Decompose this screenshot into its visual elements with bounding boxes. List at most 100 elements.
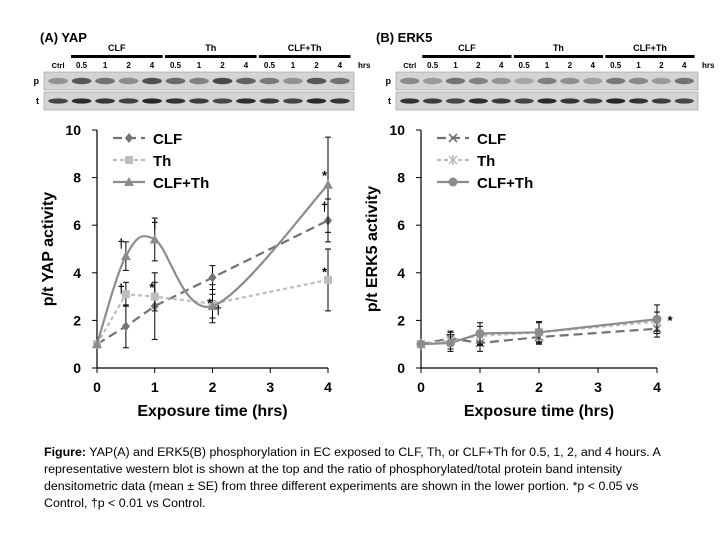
- series-line: [95, 183, 329, 345]
- y-tick-label: 4: [397, 265, 405, 281]
- data-point: [475, 328, 485, 338]
- blot-band: [400, 77, 420, 85]
- data-point: [149, 234, 160, 244]
- legend-label: CLF: [153, 131, 182, 148]
- blot-group-bar: [71, 55, 163, 58]
- y-tick-label: 6: [73, 217, 81, 233]
- data-point: [446, 338, 455, 348]
- blot-group-bar: [605, 55, 695, 58]
- blot-group-label: CLF: [458, 43, 476, 53]
- blot-band: [283, 77, 303, 85]
- blot-row-label: p: [34, 76, 40, 86]
- y-tick-label: 6: [397, 217, 405, 233]
- blot-time-label: 0.5: [610, 61, 622, 70]
- blot-group-label: Th: [205, 43, 216, 53]
- blot-band: [142, 98, 162, 104]
- significance-mark: *: [149, 280, 155, 295]
- blot-band: [118, 98, 139, 104]
- x-tick-label: 0: [417, 379, 425, 395]
- blot-band: [48, 98, 68, 104]
- blot-band: [283, 98, 303, 104]
- blot-time-label: 4: [150, 61, 155, 70]
- blot-group-bar: [513, 55, 604, 58]
- data-point: [125, 156, 133, 164]
- legend: CLF Th CLF+Th: [113, 131, 209, 192]
- blot-time-label: 0.5: [170, 61, 182, 70]
- y-tick-label: 8: [73, 170, 81, 186]
- blot-time-label: 0.5: [427, 61, 439, 70]
- y-tick-label: 0: [397, 360, 405, 376]
- significance-mark: †: [215, 302, 222, 317]
- x-axis-label: Exposure time (hrs): [137, 403, 287, 420]
- blot-band: [48, 77, 68, 85]
- chart-B: 0 2 4 6 8 10 0 1 2 3 4 Exposure time (hrs) p/t ERK5 …: [364, 122, 673, 420]
- blot-time-label: 2: [476, 61, 481, 70]
- x-tick-label: 3: [594, 379, 602, 395]
- blot-band: [468, 98, 488, 104]
- data-point: [92, 339, 102, 349]
- data-point: [120, 251, 131, 261]
- blot-band: [236, 77, 256, 85]
- x-axis-label: Exposure time (hrs): [464, 403, 614, 420]
- data-point: [208, 272, 217, 283]
- y-tick-label: 2: [397, 312, 405, 328]
- x-tick-label: 1: [151, 379, 159, 395]
- caption-lead: Figure:: [44, 445, 86, 459]
- y-tick-label: 4: [73, 265, 81, 281]
- blot-band: [71, 98, 92, 104]
- blot-band: [468, 77, 488, 85]
- blot-band: [400, 98, 420, 104]
- data-point: [323, 179, 333, 189]
- data-point: [534, 327, 544, 337]
- data-point: [207, 301, 218, 311]
- blot-time-label: 2: [568, 61, 573, 70]
- significance-mark: †: [118, 281, 125, 296]
- significance-mark: †: [118, 236, 125, 251]
- data-point: [150, 292, 159, 301]
- blot-band: [583, 98, 603, 104]
- legend-label: CLF+Th: [153, 175, 209, 192]
- blot-band: [189, 98, 209, 104]
- blot-band: [514, 77, 534, 85]
- x-tick-label: 4: [653, 379, 661, 395]
- blot-unit-label: hrs: [702, 61, 715, 70]
- blot-band: [165, 77, 186, 85]
- significance-mark: *: [667, 313, 673, 328]
- blot-group-bar: [422, 55, 512, 58]
- data-point: [448, 155, 458, 165]
- blot-group-label: CLF+Th: [288, 43, 322, 53]
- blot-band: [674, 77, 694, 85]
- blot-band: [306, 98, 327, 104]
- blot-band: [95, 77, 115, 85]
- blot-band: [514, 98, 534, 104]
- chart-A: 0 2 4 6 8 10 0 1 2 3 4 Exposure time (hrs) p/t YAP a…: [40, 122, 333, 420]
- data-point: [125, 133, 133, 143]
- blot-time-label: 1: [636, 61, 641, 70]
- series-CLF+Th: [92, 136, 333, 349]
- x-tick-label: 4: [324, 379, 332, 395]
- blot-band: [651, 77, 672, 85]
- panel-title-A: (A) YAP: [40, 30, 87, 45]
- blot-membrane: [395, 71, 699, 91]
- y-axis-label: p/t ERK5 activity: [364, 186, 381, 312]
- blot-band: [306, 77, 327, 85]
- y-tick-label: 2: [73, 312, 81, 328]
- blot-time-label: 1: [453, 61, 458, 70]
- blot-band: [628, 77, 649, 85]
- blot-band: [236, 98, 256, 104]
- blot-time-label: 4: [244, 61, 249, 70]
- legend-label: Th: [477, 153, 495, 170]
- blot-band: [95, 98, 115, 104]
- blot-band: [445, 98, 466, 104]
- blot-band: [422, 98, 443, 104]
- significance-mark: *: [322, 168, 328, 183]
- blot-row-label: p: [386, 76, 392, 86]
- blot-time-label: 0.5: [76, 61, 88, 70]
- data-point: [448, 177, 458, 187]
- significance-mark: *: [322, 264, 328, 279]
- data-point: [124, 177, 134, 186]
- blot-time-label: 4: [682, 61, 687, 70]
- blot-row-label: t: [36, 96, 39, 106]
- blot-group-bar: [164, 55, 257, 58]
- blot-band: [71, 77, 92, 85]
